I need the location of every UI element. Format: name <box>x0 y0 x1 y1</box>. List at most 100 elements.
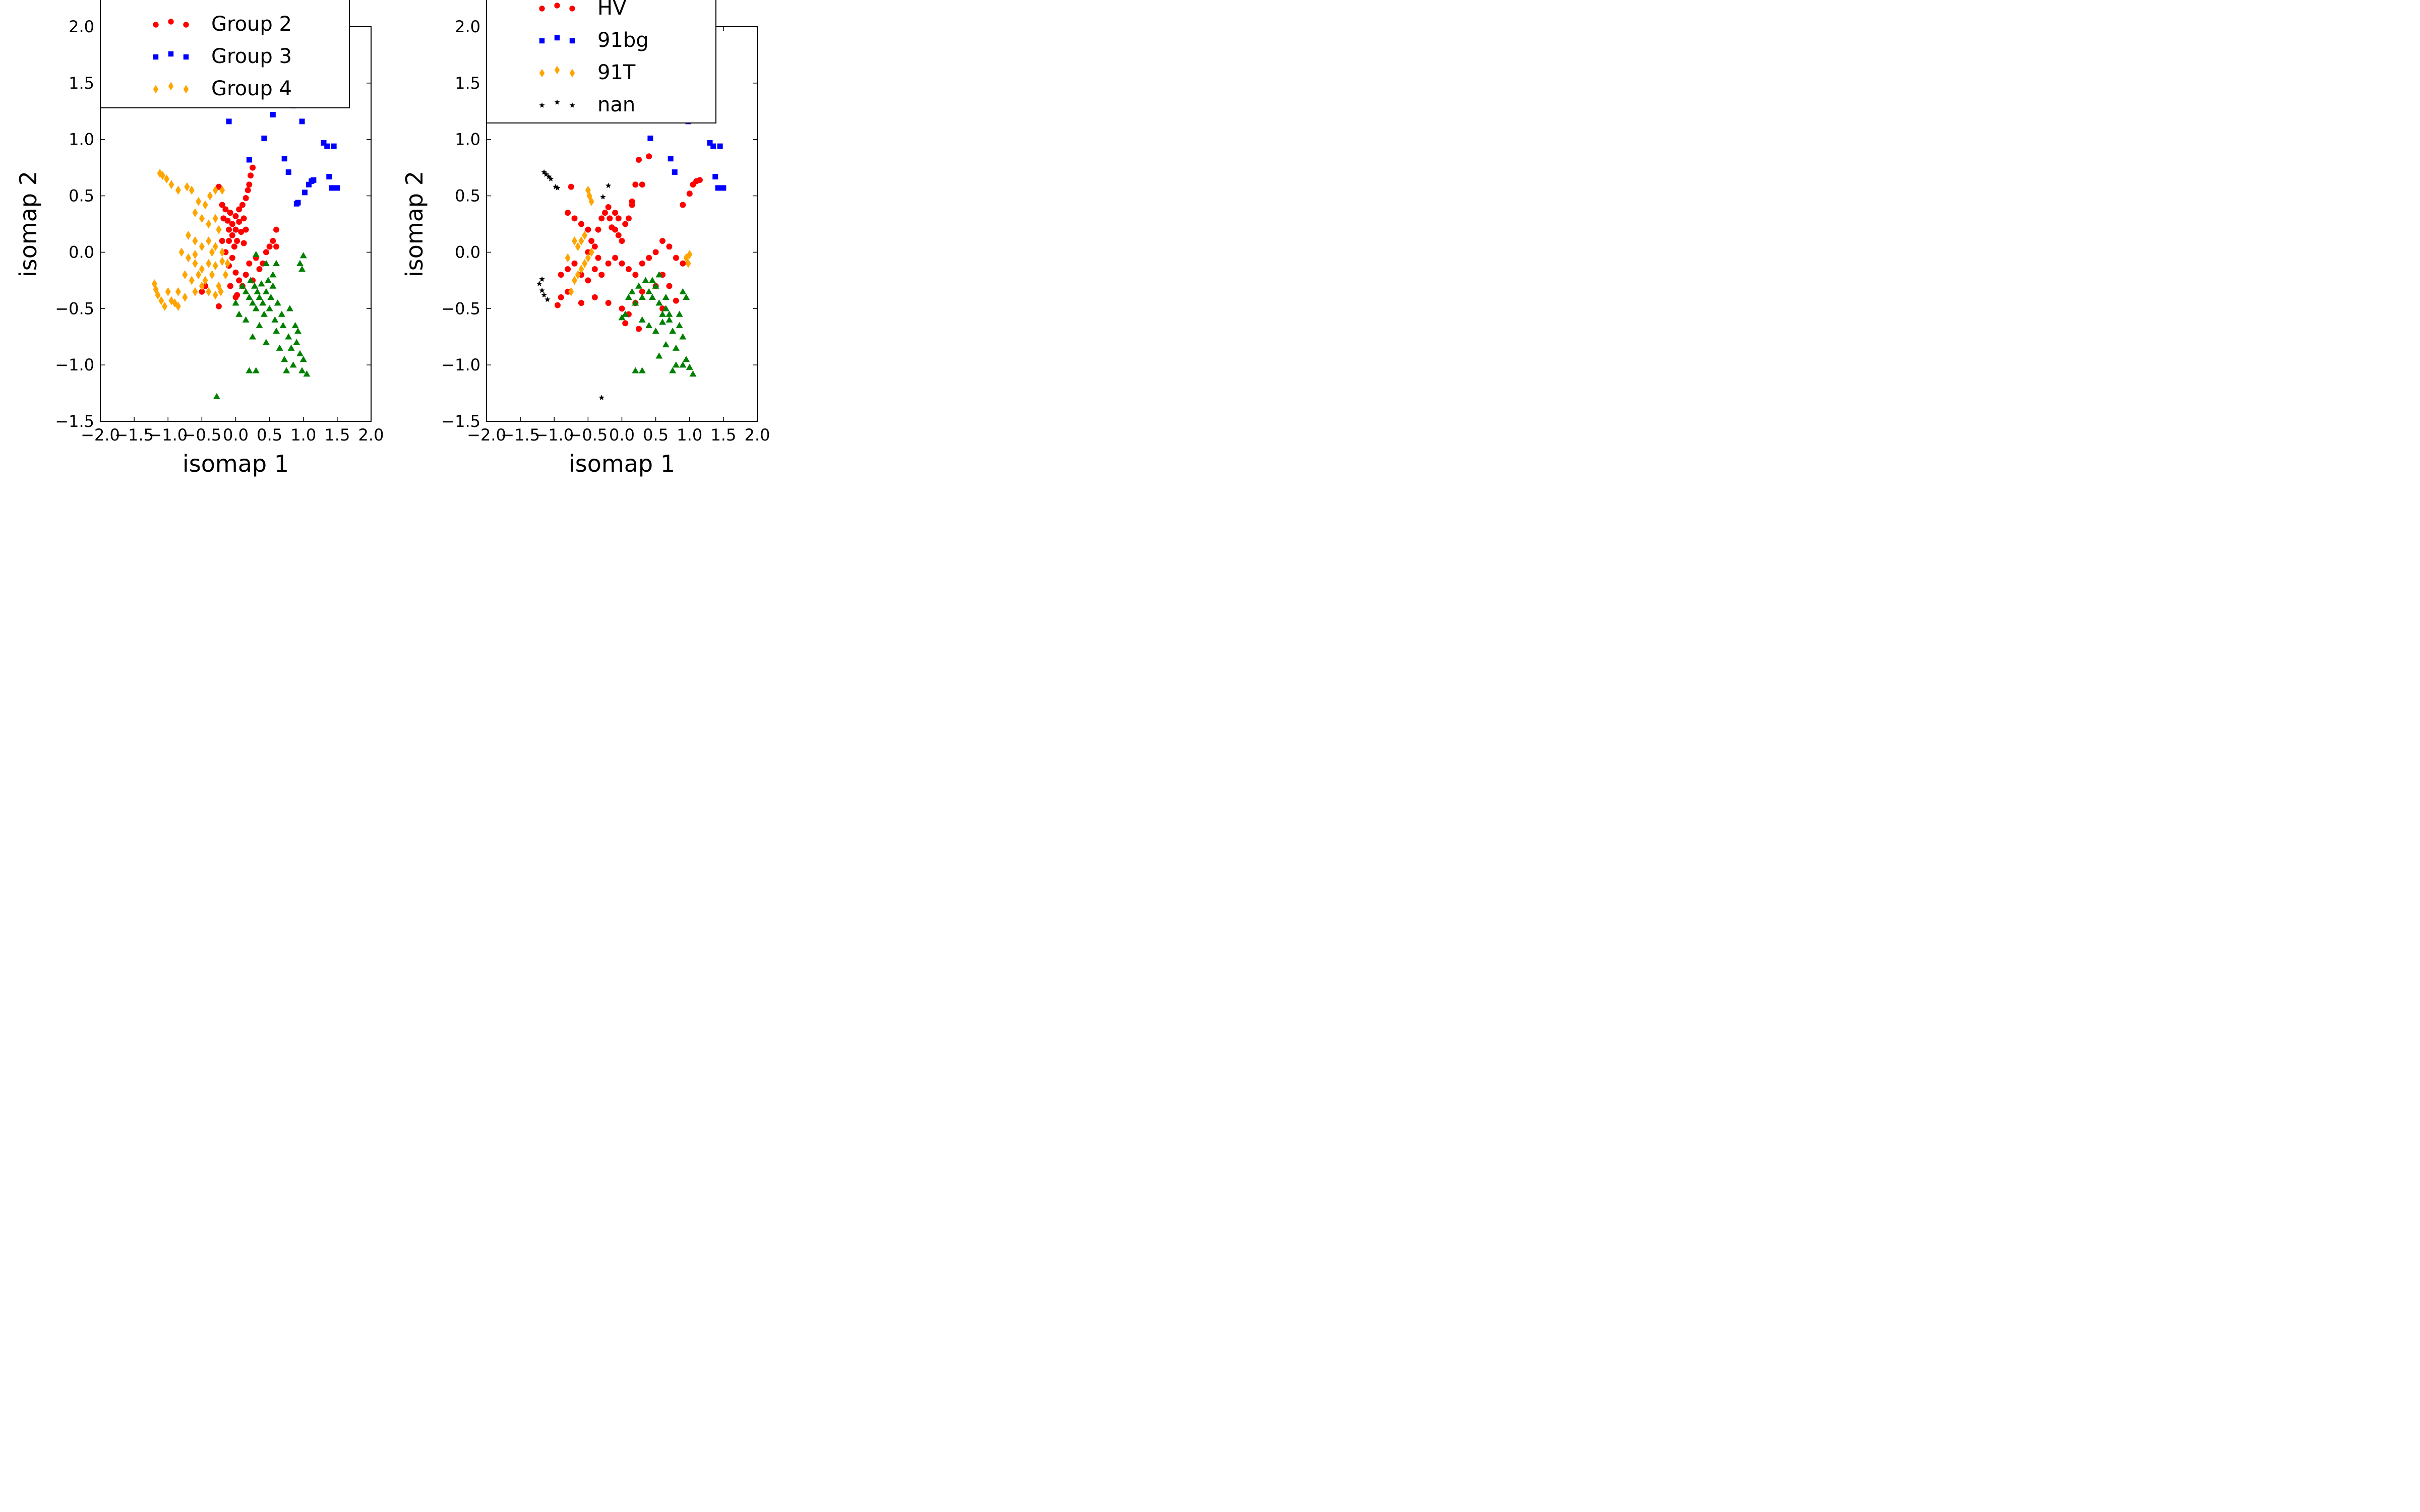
y-tick-label: 2.0 <box>69 17 94 36</box>
data-point <box>679 361 687 368</box>
x-axis-label: isomap 1 <box>183 450 289 477</box>
data-point <box>645 322 653 329</box>
legend-marker <box>168 51 174 57</box>
data-point <box>209 270 215 280</box>
data-point <box>298 265 306 272</box>
data-point <box>269 271 277 278</box>
data-point <box>273 260 280 267</box>
data-point <box>672 361 680 368</box>
data-point <box>543 171 549 177</box>
data-point <box>548 176 554 181</box>
series-group-1 <box>213 250 311 400</box>
data-point <box>679 333 687 340</box>
legend-label: 91T <box>597 61 636 84</box>
y-tick-label: 1.5 <box>69 74 94 93</box>
data-point <box>588 247 594 257</box>
data-point <box>717 143 723 149</box>
data-point <box>625 266 632 272</box>
data-point <box>285 333 292 340</box>
legend-entry: Group 3 <box>153 45 292 68</box>
legend-entry: Group 2 <box>153 13 292 36</box>
legend-marker <box>554 99 560 105</box>
data-point <box>553 183 559 190</box>
data-point <box>625 215 632 222</box>
data-point <box>666 316 673 323</box>
data-point <box>243 226 249 233</box>
data-point <box>591 243 598 250</box>
data-point <box>558 272 564 278</box>
data-point <box>632 367 639 373</box>
data-point <box>251 282 259 289</box>
data-point <box>618 314 626 321</box>
data-point <box>578 221 584 227</box>
data-point <box>541 169 547 175</box>
data-point <box>270 111 276 117</box>
data-point <box>249 299 257 306</box>
data-point <box>715 185 721 191</box>
data-point <box>196 197 202 206</box>
data-point <box>294 328 302 334</box>
data-point <box>240 215 247 222</box>
data-point <box>565 266 571 272</box>
data-point <box>299 252 307 259</box>
data-point <box>672 169 678 175</box>
data-point <box>585 226 591 233</box>
data-point <box>301 190 308 196</box>
data-point <box>625 293 632 300</box>
data-point <box>212 242 218 251</box>
series-group-3 <box>226 103 340 207</box>
data-point <box>659 310 667 317</box>
data-point <box>213 393 220 400</box>
data-point <box>216 225 222 234</box>
data-point <box>605 182 612 188</box>
data-point <box>655 352 663 359</box>
data-point <box>326 174 332 180</box>
data-point <box>539 276 545 282</box>
data-point <box>289 361 297 368</box>
data-point <box>622 320 629 327</box>
data-point <box>615 232 622 238</box>
data-point <box>236 206 243 213</box>
data-point <box>598 272 605 278</box>
data-point <box>595 255 601 261</box>
data-point <box>222 249 229 256</box>
data-point <box>646 153 652 160</box>
data-point <box>680 260 686 267</box>
legend-marker <box>183 54 189 60</box>
data-point <box>629 202 635 208</box>
data-point <box>588 238 595 244</box>
legend-entry: 91bg <box>539 29 649 52</box>
data-point <box>324 143 330 149</box>
legend-marker <box>153 85 159 94</box>
data-point <box>222 270 228 280</box>
data-point <box>639 181 645 188</box>
data-point <box>615 215 622 222</box>
data-point <box>184 182 190 192</box>
legend-marker <box>569 38 575 44</box>
data-point <box>158 296 164 305</box>
data-point <box>636 326 642 332</box>
data-point <box>227 283 233 289</box>
data-point <box>572 236 578 246</box>
legend-label: Group 2 <box>211 13 292 36</box>
data-point <box>329 185 335 191</box>
data-point <box>226 226 232 233</box>
legend-label: Group 3 <box>211 45 292 68</box>
data-point <box>585 249 591 256</box>
data-point <box>273 243 280 250</box>
x-tick-label: 1.0 <box>290 425 316 445</box>
data-point <box>712 174 718 180</box>
data-point <box>258 280 265 287</box>
data-point <box>676 310 683 317</box>
data-point <box>262 288 270 294</box>
data-point <box>647 135 653 141</box>
legend-marker <box>168 82 174 91</box>
legend-entry: HV <box>539 0 627 20</box>
data-point <box>636 156 642 163</box>
x-tick-label: −1.0 <box>534 425 574 445</box>
x-tick-label: −0.5 <box>569 425 608 445</box>
data-point <box>578 300 584 306</box>
data-point <box>192 249 198 259</box>
data-point <box>246 260 253 267</box>
data-point <box>539 287 545 293</box>
